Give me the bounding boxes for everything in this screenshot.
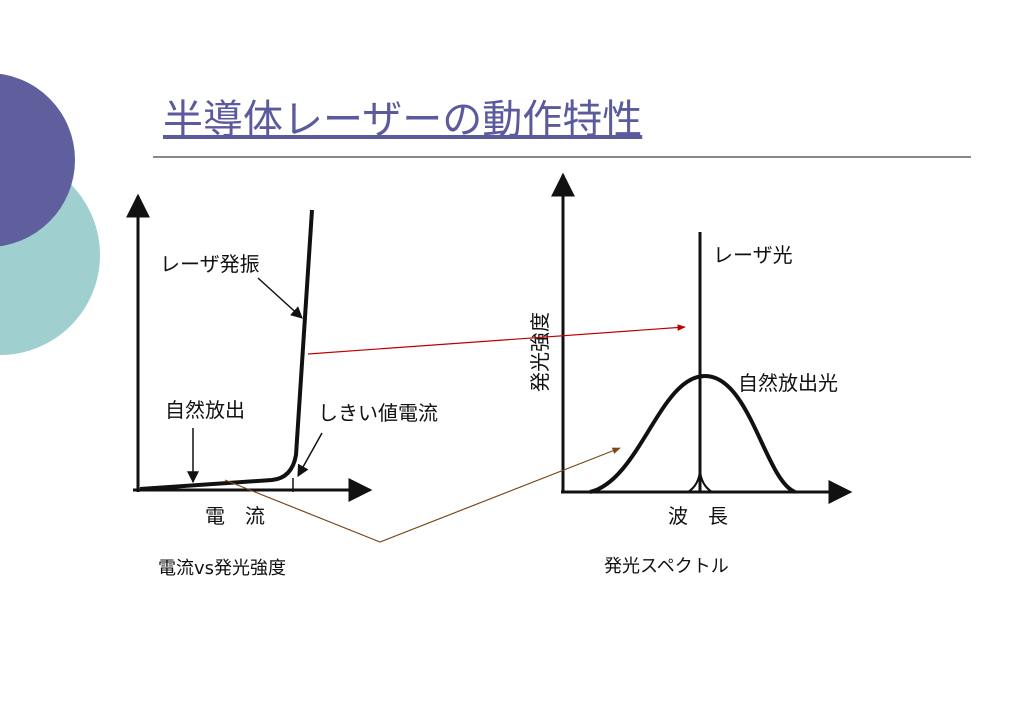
x-label: 電 流 bbox=[205, 504, 265, 528]
y-label: 発光強度 bbox=[528, 312, 552, 392]
current-diagram: レーザ発振 自然放出 しきい値電流 電 流 電流vs発光強度 bbox=[126, 193, 438, 579]
annotation: レーザ発振 bbox=[160, 252, 260, 276]
deco-circle bbox=[0, 73, 75, 247]
annotation: しきい値電流 bbox=[318, 401, 438, 425]
pointer bbox=[257, 277, 303, 319]
curve bbox=[139, 209, 314, 491]
annotation: 自然放出光 bbox=[738, 371, 838, 395]
slide-title: 半導体レーザーの動作特性 bbox=[163, 97, 642, 143]
annotation: 自然放出 bbox=[165, 398, 245, 422]
connector bbox=[224, 447, 621, 543]
spectrum-diagram: レーザ光 自然放出光 発光強度 波 長 発光スペクトル bbox=[528, 172, 853, 577]
caption: 電流vs発光強度 bbox=[158, 558, 286, 579]
laser-base bbox=[687, 469, 713, 493]
connector bbox=[307, 324, 686, 355]
gaussian bbox=[589, 373, 796, 494]
pointer bbox=[297, 432, 323, 478]
caption: 発光スペクトル bbox=[604, 556, 729, 577]
x-label: 波 長 bbox=[668, 504, 728, 528]
annotation: レーザ光 bbox=[713, 243, 793, 267]
